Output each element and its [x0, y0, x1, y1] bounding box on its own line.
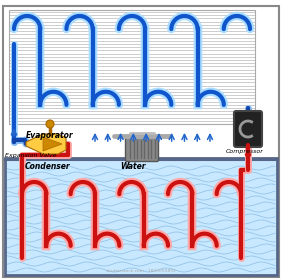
- Text: Compressor: Compressor: [226, 149, 264, 154]
- Polygon shape: [43, 137, 62, 151]
- Text: Water: Water: [120, 162, 146, 171]
- Circle shape: [46, 120, 54, 128]
- Text: shutterstock.com · 1850055892: shutterstock.com · 1850055892: [106, 269, 176, 273]
- Bar: [5, 158, 277, 275]
- Text: Expansion Valve: Expansion Valve: [5, 153, 57, 158]
- FancyBboxPatch shape: [234, 111, 262, 147]
- Bar: [9, 10, 255, 124]
- Polygon shape: [26, 134, 66, 154]
- FancyBboxPatch shape: [125, 137, 158, 162]
- Text: Condenser: Condenser: [25, 162, 70, 171]
- Text: Evaporator: Evaporator: [26, 131, 74, 140]
